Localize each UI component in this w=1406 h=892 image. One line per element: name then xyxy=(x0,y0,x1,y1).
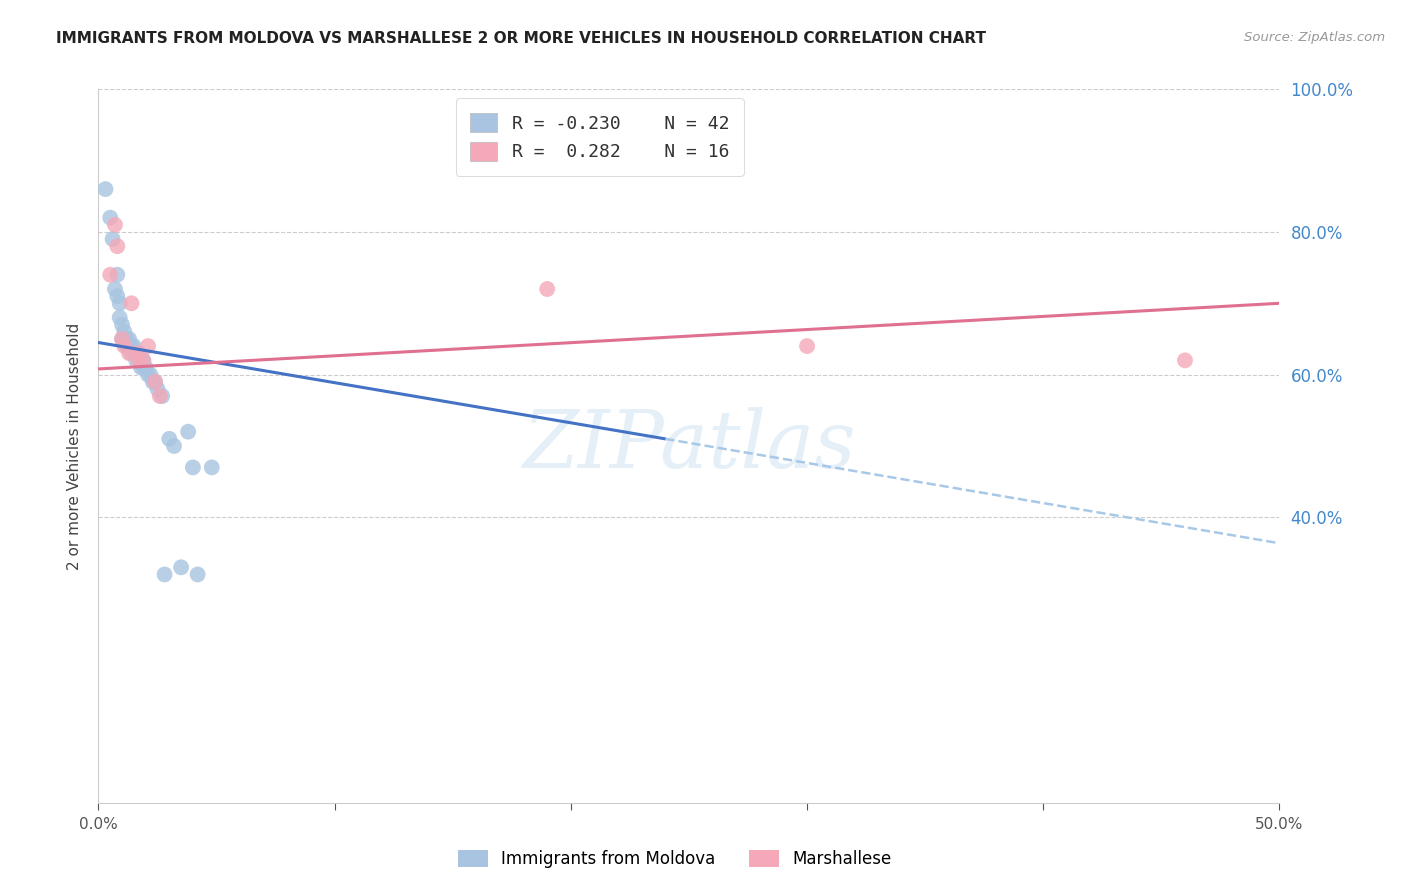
Point xyxy=(125,346,148,360)
Point xyxy=(1174,353,1197,368)
Point xyxy=(125,353,148,368)
Point xyxy=(121,296,143,310)
Point xyxy=(177,425,200,439)
Point xyxy=(181,460,204,475)
Point xyxy=(143,375,166,389)
Point xyxy=(143,375,166,389)
Legend: R = -0.230    N = 42, R =  0.282    N = 16: R = -0.230 N = 42, R = 0.282 N = 16 xyxy=(456,98,744,176)
Point xyxy=(105,239,128,253)
Point xyxy=(187,567,209,582)
Point xyxy=(129,353,152,368)
Point xyxy=(157,432,180,446)
Point xyxy=(149,389,172,403)
Point xyxy=(136,368,159,382)
Point xyxy=(115,339,138,353)
Legend: Immigrants from Moldova, Marshallese: Immigrants from Moldova, Marshallese xyxy=(451,843,898,875)
Point xyxy=(170,560,193,574)
Point xyxy=(105,268,128,282)
Point xyxy=(153,567,176,582)
Point xyxy=(111,332,134,346)
Point xyxy=(108,296,131,310)
Point xyxy=(128,353,150,368)
Point xyxy=(129,360,152,375)
Point xyxy=(135,360,157,375)
Point xyxy=(122,339,145,353)
Point xyxy=(98,268,121,282)
Point xyxy=(105,289,128,303)
Point xyxy=(112,339,135,353)
Point xyxy=(101,232,124,246)
Point xyxy=(94,182,117,196)
Point xyxy=(118,332,141,346)
Point xyxy=(136,339,159,353)
Text: Source: ZipAtlas.com: Source: ZipAtlas.com xyxy=(1244,31,1385,45)
Point xyxy=(536,282,558,296)
Point xyxy=(128,346,150,360)
Point xyxy=(142,375,165,389)
Point xyxy=(132,353,155,368)
Point xyxy=(146,382,169,396)
Point xyxy=(122,346,145,360)
Point xyxy=(112,332,135,346)
Point xyxy=(150,389,173,403)
Point xyxy=(115,332,138,346)
Point xyxy=(104,218,127,232)
Point xyxy=(132,360,155,375)
Point xyxy=(118,339,141,353)
Point xyxy=(125,346,148,360)
Point xyxy=(121,339,143,353)
Point xyxy=(132,353,155,368)
Point xyxy=(104,282,127,296)
Point xyxy=(111,318,134,332)
Point xyxy=(163,439,186,453)
Point xyxy=(108,310,131,325)
Text: ZIPatlas: ZIPatlas xyxy=(522,408,856,484)
Point xyxy=(118,346,141,360)
Y-axis label: 2 or more Vehicles in Household: 2 or more Vehicles in Household xyxy=(66,322,82,570)
Point xyxy=(112,325,135,339)
Text: IMMIGRANTS FROM MOLDOVA VS MARSHALLESE 2 OR MORE VEHICLES IN HOUSEHOLD CORRELATI: IMMIGRANTS FROM MOLDOVA VS MARSHALLESE 2… xyxy=(56,31,986,46)
Point xyxy=(111,332,134,346)
Point xyxy=(98,211,121,225)
Point xyxy=(121,346,143,360)
Point xyxy=(796,339,818,353)
Point xyxy=(201,460,224,475)
Point xyxy=(139,368,162,382)
